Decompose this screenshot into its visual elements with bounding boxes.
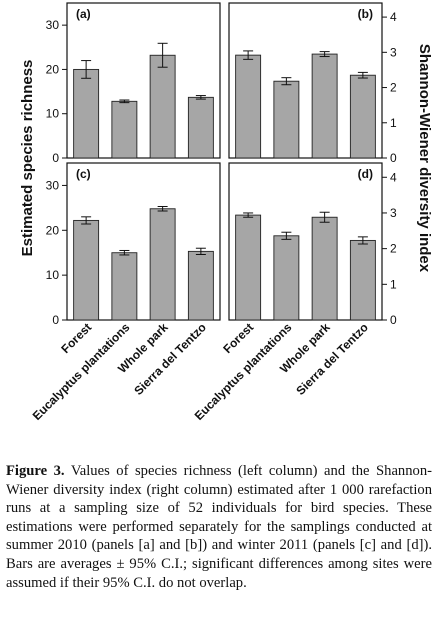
y-tick-label: 4 [390,170,397,184]
y-tick-label: 2 [390,242,397,256]
bar [273,235,300,321]
y-tick-label: 20 [46,223,60,237]
y-tick-label: 0 [52,313,59,327]
y-tick-label: 30 [46,18,60,32]
panel-b: 0 1 2 3 4 (b) [228,2,397,165]
bar [235,54,262,159]
panel-frame [228,2,383,159]
y-tick-label: 3 [390,206,397,220]
panel-label: (d) [358,167,373,181]
y-tick-label: 0 [390,313,397,327]
panel-a: 0 10 20 30 (a) [46,2,221,165]
left-axis-title: Estimated species richness [19,60,36,257]
category-label: Forest [58,320,94,356]
bar [235,214,262,321]
bar [187,96,214,159]
y-tick-label: 3 [390,45,397,59]
panel-label: (a) [76,7,91,21]
y-tick-label: 4 [390,10,397,24]
figure-caption: Figure 3. Values of species richness (le… [6,462,432,592]
bar [111,100,138,159]
y-tick-label: 30 [46,178,60,192]
panel-frame [228,162,383,321]
y-tick-label: 0 [390,151,397,165]
bar [149,208,176,321]
right-axis-title: Shannon-Wiener diversity index [416,44,433,273]
bar [73,68,100,159]
figure-panels: 0 10 20 30 (a) 0 1 2 3 4 (b) 0 10 20 30 (c) 0 1 2 3 4 (d) Est… [19,2,433,423]
panel-frame [66,162,221,321]
y-tick-label: 2 [390,81,397,95]
panel-label: (b) [358,7,373,21]
category-label: Forest [220,320,256,356]
y-tick-label: 20 [46,62,60,76]
bar [349,239,376,321]
y-tick-label: 10 [46,107,60,121]
bar [111,252,138,321]
bar [311,216,338,321]
bar [73,219,100,321]
bar [187,250,214,321]
caption-text: Values of species richness (left column)… [6,463,432,591]
bar [311,53,338,159]
bar [349,74,376,159]
bar [149,54,176,159]
panel-label: (c) [76,167,91,181]
panels-layer: 0 10 20 30 (a) 0 1 2 3 4 (b) 0 10 20 30 (c) 0 1 2 3 4 (d) [46,2,397,327]
category-label: Sierra del Tentzo [131,320,209,398]
y-tick-label: 10 [46,268,60,282]
panel-d: 0 1 2 3 4 (d) [228,162,397,327]
y-tick-label: 1 [390,277,397,291]
bar [273,80,300,159]
caption-label: Figure 3. [6,463,65,479]
panel-c: 0 10 20 30 (c) [46,162,221,327]
y-tick-label: 1 [390,116,397,130]
panel-frame [66,2,221,159]
y-tick-label: 0 [52,151,59,165]
category-label: Sierra del Tentzo [293,320,371,398]
